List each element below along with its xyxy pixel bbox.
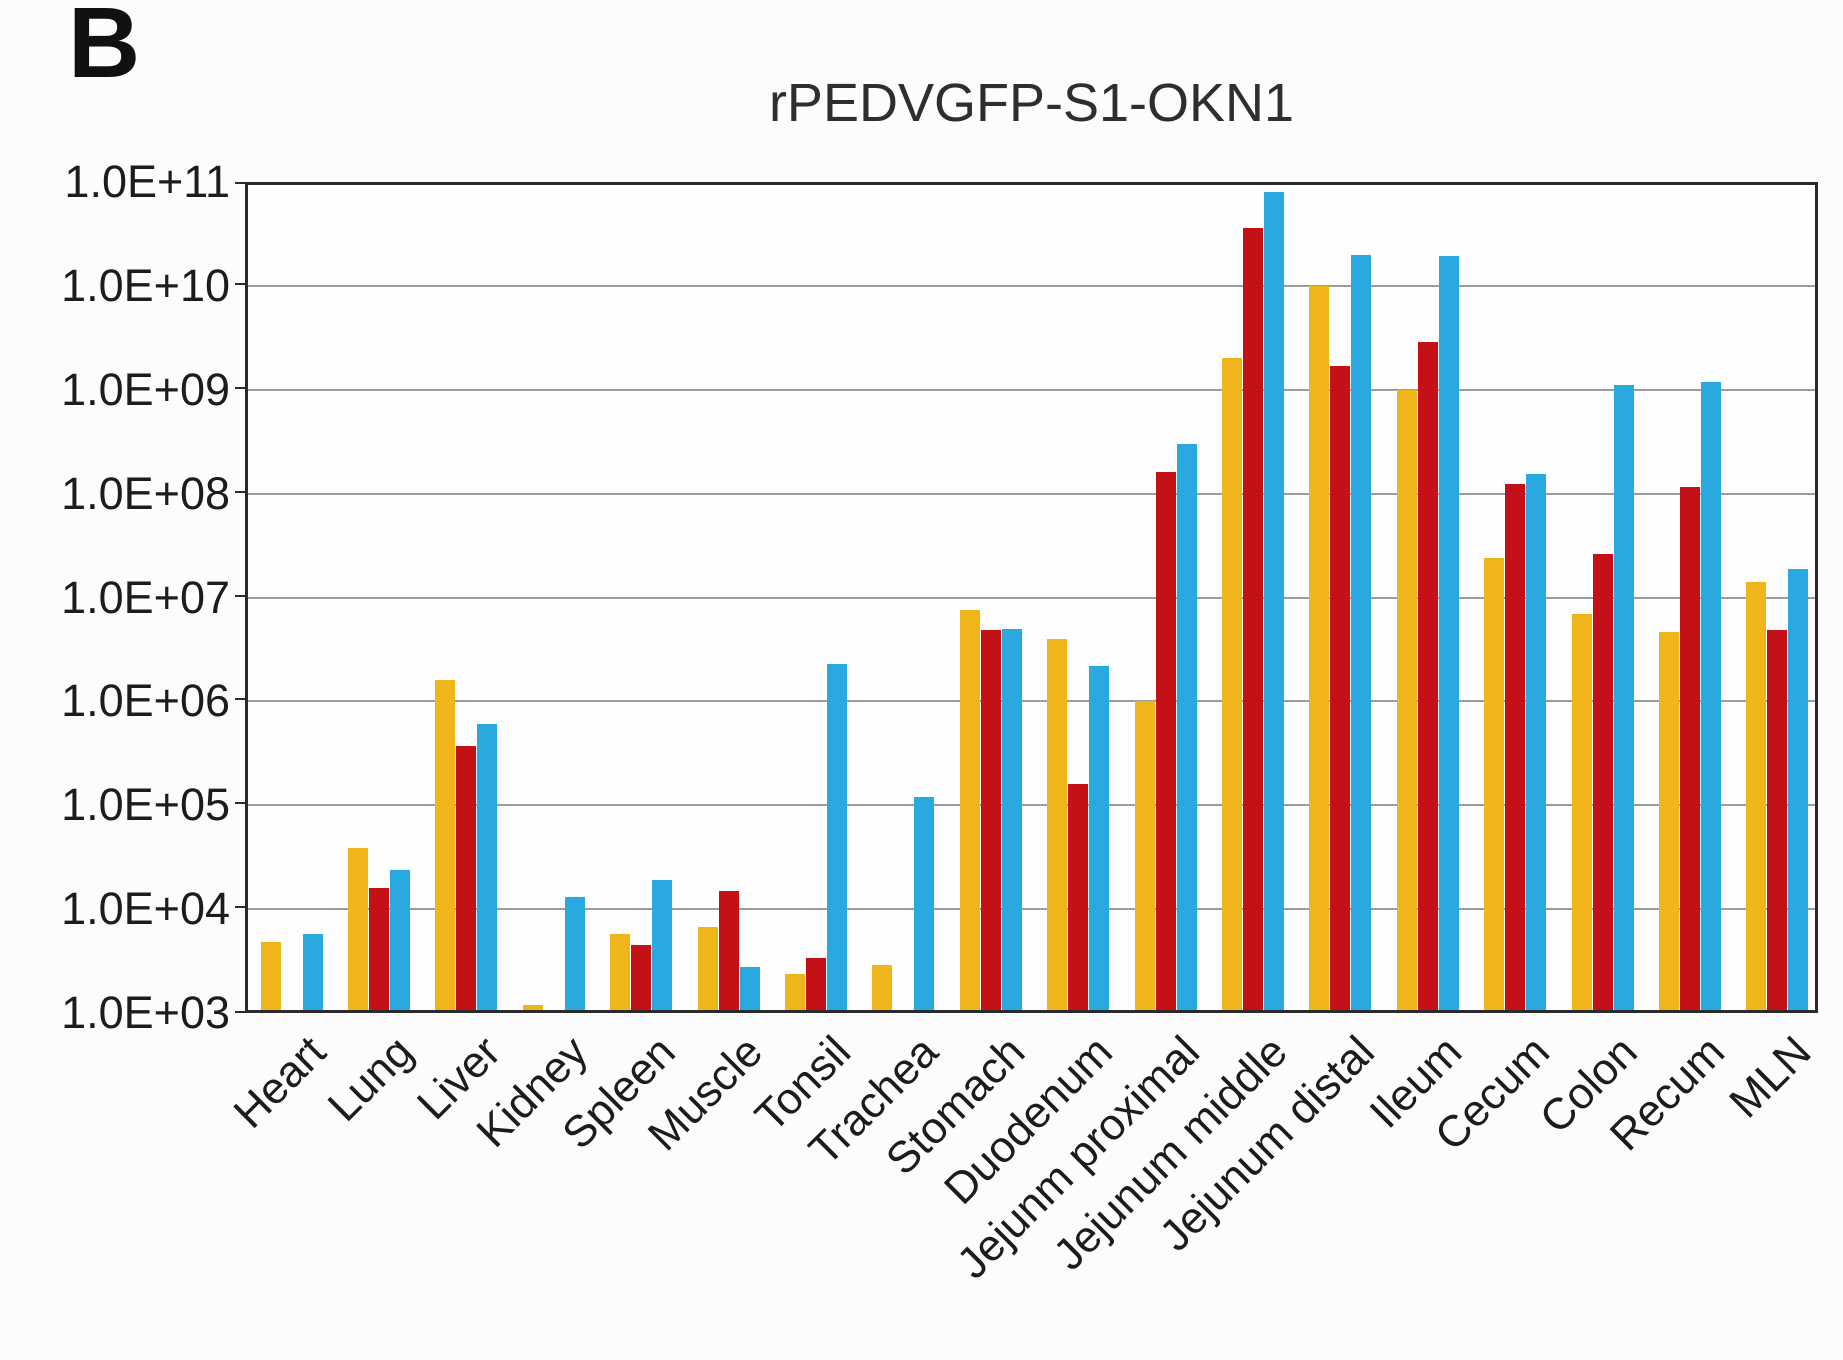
bar-spleen-yellow-bar-series <box>610 934 631 1010</box>
bar-muscle-red-bar-series <box>718 890 739 1010</box>
y-tick-mark <box>235 490 245 493</box>
bar-jejunum-distal-blue-bar-series <box>1351 254 1372 1010</box>
bar-jejunum-middle-red-bar-series <box>1242 228 1263 1010</box>
y-tick-mark <box>235 282 245 285</box>
bar-kidney-yellow-bar-series <box>522 1004 543 1010</box>
bar-duodenum-blue-bar-series <box>1089 665 1110 1010</box>
bar-ileum-blue-bar-series <box>1438 255 1459 1010</box>
y-tick-mark <box>235 182 245 184</box>
bar-ileum-yellow-bar-series <box>1396 389 1417 1010</box>
y-tick-mark <box>235 1011 245 1013</box>
y-tick-mark <box>235 802 245 805</box>
x-axis-label: MLN <box>1720 1027 1821 1128</box>
bar-lung-blue-bar-series <box>390 869 411 1010</box>
bar-jejunum-distal-red-bar-series <box>1330 365 1351 1010</box>
y-tick-mark <box>235 386 245 389</box>
bar-recum-yellow-bar-series <box>1658 631 1679 1010</box>
bar-stomach-red-bar-series <box>980 629 1001 1010</box>
gridline-1.0E+05 <box>248 804 1815 807</box>
y-axis-label: 1.0E+06 <box>61 675 230 727</box>
bar-muscle-yellow-bar-series <box>697 926 718 1010</box>
bar-trachea-yellow-bar-series <box>872 964 893 1010</box>
bar-muscle-blue-bar-series <box>739 966 760 1010</box>
bar-colon-red-bar-series <box>1592 554 1613 1010</box>
y-axis-label: 1.0E+03 <box>61 987 230 1038</box>
bar-jejunum-middle-yellow-bar-series <box>1221 358 1242 1010</box>
bar-cecum-red-bar-series <box>1505 483 1526 1010</box>
y-axis-label: 1.0E+10 <box>61 259 230 311</box>
bar-tonsil-blue-bar-series <box>827 663 848 1010</box>
bar-colon-yellow-bar-series <box>1571 613 1592 1010</box>
bar-lung-red-bar-series <box>369 887 390 1010</box>
bar-tonsil-yellow-bar-series <box>785 973 806 1010</box>
bar-duodenum-red-bar-series <box>1068 784 1089 1010</box>
bar-jejunm-proximal-yellow-bar-series <box>1134 701 1155 1010</box>
gridline-1.0E+04 <box>248 908 1815 911</box>
y-tick-mark <box>235 906 245 909</box>
y-axis-label: 1.0E+05 <box>61 779 230 831</box>
gridline-1.0E+09 <box>248 388 1815 391</box>
y-axis-label: 1.0E+09 <box>61 363 230 415</box>
bar-cecum-blue-bar-series <box>1526 473 1547 1010</box>
bar-ileum-red-bar-series <box>1417 341 1438 1010</box>
y-axis-label: 1.0E+07 <box>61 571 230 623</box>
gridline-1.0E+07 <box>248 596 1815 599</box>
bar-trachea-blue-bar-series <box>914 797 935 1010</box>
bar-colon-blue-bar-series <box>1613 385 1634 1010</box>
bar-kidney-blue-bar-series <box>564 897 585 1010</box>
bar-tonsil-red-bar-series <box>806 957 827 1010</box>
gridline-1.0E+06 <box>248 700 1815 703</box>
bar-jejunum-distal-yellow-bar-series <box>1309 285 1330 1010</box>
bar-stomach-blue-bar-series <box>1001 628 1022 1010</box>
y-tick-mark <box>235 698 245 701</box>
chart-title: rPEDVGFP-S1-OKN1 <box>768 73 1295 133</box>
gridline-1.0E+08 <box>248 492 1815 495</box>
bar-heart-blue-bar-series <box>302 933 323 1010</box>
bar-spleen-red-bar-series <box>631 945 652 1010</box>
bar-recum-blue-bar-series <box>1700 381 1721 1010</box>
bar-heart-yellow-bar-series <box>260 942 281 1010</box>
bar-jejunm-proximal-red-bar-series <box>1155 472 1176 1010</box>
bar-mln-blue-bar-series <box>1788 568 1809 1010</box>
x-axis-label: Heart <box>224 1027 336 1138</box>
y-axis-label: 1.0E+11 <box>64 156 230 207</box>
bar-cecum-yellow-bar-series <box>1484 558 1505 1010</box>
bar-stomach-yellow-bar-series <box>959 610 980 1010</box>
gridline-1.0E+10 <box>248 284 1815 287</box>
bar-liver-red-bar-series <box>456 746 477 1010</box>
bar-jejunum-middle-blue-bar-series <box>1263 192 1284 1010</box>
bar-lung-yellow-bar-series <box>348 847 369 1010</box>
y-axis-label: 1.0E+08 <box>61 467 230 519</box>
bar-liver-yellow-bar-series <box>435 680 456 1010</box>
bar-mln-yellow-bar-series <box>1746 582 1767 1010</box>
bar-spleen-blue-bar-series <box>652 880 673 1010</box>
bar-recum-red-bar-series <box>1679 487 1700 1010</box>
bar-duodenum-yellow-bar-series <box>1047 638 1068 1010</box>
panel-letter: B <box>68 0 141 99</box>
bar-jejunm-proximal-blue-bar-series <box>1176 444 1197 1010</box>
x-axis-label: Lung <box>318 1027 423 1131</box>
plot-area <box>245 182 1818 1013</box>
bar-liver-blue-bar-series <box>477 724 498 1010</box>
y-tick-mark <box>235 594 245 597</box>
bar-mln-red-bar-series <box>1767 629 1788 1010</box>
y-axis-label: 1.0E+04 <box>61 883 230 935</box>
